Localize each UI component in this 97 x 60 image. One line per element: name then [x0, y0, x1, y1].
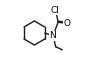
Text: O: O [64, 19, 71, 28]
Text: N: N [50, 31, 56, 40]
Text: Cl: Cl [51, 6, 60, 15]
